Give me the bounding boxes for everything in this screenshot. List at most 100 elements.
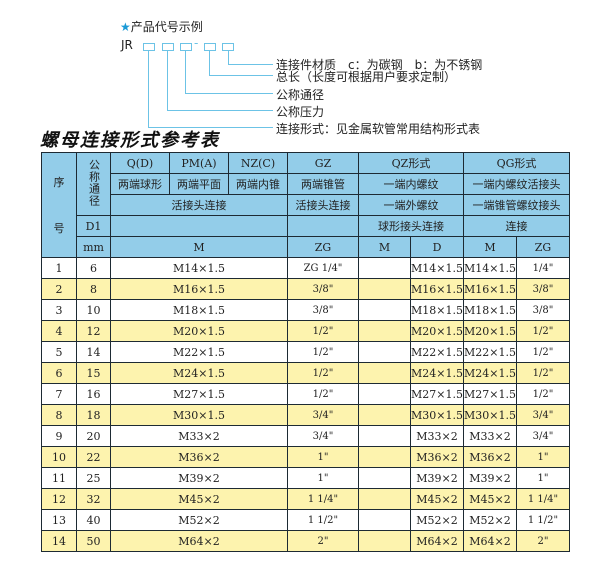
cell-qz-d: M18×1.5: [410, 299, 464, 321]
table-row: 9 20 M33×2 3/4" M33×2 M33×2 3/4": [41, 425, 570, 447]
cell-m: M52×2: [110, 509, 288, 531]
cell-qz-d: M14×1.5: [410, 257, 464, 279]
legend-item-material: 连接件材质 c：为碳钢 b：为不锈钢: [276, 58, 483, 72]
header-empty: [287, 215, 359, 237]
legend-heading: ★产品代号示例: [120, 18, 203, 35]
header-unit: ZG: [287, 236, 359, 258]
leader-line: [228, 51, 229, 64]
cell-no: 8: [41, 404, 77, 426]
legend-item-diameter: 公称通径: [276, 88, 325, 102]
header-d1: D1: [76, 215, 111, 237]
header-conn: 活接头连接: [287, 194, 359, 216]
cell-m: M24×1.5: [110, 362, 288, 384]
cell-qz-m: [358, 446, 411, 468]
cell-qg-zg: 3/4": [515, 404, 570, 426]
cell-d: 16: [76, 383, 111, 405]
leader-line: [167, 51, 168, 110]
leader-line: [185, 51, 186, 93]
header-conn: 连接: [463, 215, 570, 237]
cell-qg-m: M52×2: [463, 509, 517, 531]
cell-d: 22: [76, 446, 111, 468]
cell-qz-m: [358, 299, 411, 321]
table-row: 6 15 M24×1.5 1/2" M24×1.5 M24×1.5 1/2": [41, 362, 570, 384]
cell-qg-zg: 2": [515, 530, 570, 552]
header-type: NZ(C): [228, 152, 288, 174]
nut-connection-table: 序号 公称通径 Q(D) PM(A) NZ(C) GZ QZ形式 QG形式 两端…: [41, 152, 570, 552]
code-box-1: [143, 43, 155, 51]
cell-qz-d: M20×1.5: [410, 320, 464, 342]
leader-line: [228, 64, 273, 65]
cell-qz-m: [358, 362, 411, 384]
code-prefix: JR: [121, 38, 133, 52]
cell-qz-m: [358, 467, 411, 489]
leader-line: [148, 51, 149, 127]
cell-m: M39×2: [110, 467, 288, 489]
code-box-2: [162, 43, 174, 51]
header-desc: 两端内锥: [228, 173, 288, 195]
table-row: 11 25 M39×2 1" M39×2 M39×2 1": [41, 467, 570, 489]
header-seq: 序号: [41, 152, 77, 258]
header-type: PM(A): [169, 152, 229, 174]
header-desc: 一端内螺纹活接头: [463, 173, 570, 195]
header-conn: 球形接头连接: [358, 215, 464, 237]
table-body: 1 6 M14×1.5 ZG 1/4" M14×1.5 M14×1.5 1/4" 2 8 M16×…: [41, 257, 570, 552]
cell-qg-m: M45×2: [463, 488, 517, 510]
cell-qz-m: [358, 404, 411, 426]
code-separator: -: [194, 36, 199, 50]
header-type: Q(D): [110, 152, 170, 174]
cell-m: M45×2: [110, 488, 288, 510]
cell-qg-zg: 1/2": [515, 341, 570, 363]
header-conn: 一端锥管螺纹接头: [463, 194, 570, 216]
cell-qg-zg: 1 1/2": [515, 509, 570, 531]
cell-qz-d: M64×2: [410, 530, 464, 552]
cell-qz-d: M22×1.5: [410, 341, 464, 363]
cell-qg-m: M27×1.5: [463, 383, 517, 405]
cell-no: 9: [41, 425, 77, 447]
leader-line: [167, 110, 273, 111]
header-seq-bottom: 号: [53, 222, 65, 235]
cell-d: 15: [76, 362, 111, 384]
table-row: 1 6 M14×1.5 ZG 1/4" M14×1.5 M14×1.5 1/4": [41, 257, 570, 279]
header-type: QZ形式: [358, 152, 464, 174]
table-row: 4 12 M20×1.5 1/2" M20×1.5 M20×1.5 1/2": [41, 320, 570, 342]
cell-qz-d: M36×2: [410, 446, 464, 468]
cell-qz-d: M27×1.5: [410, 383, 464, 405]
cell-no: 11: [41, 467, 77, 489]
table-row: 8 18 M30×1.5 3/4" M30×1.5 M30×1.5 3/4": [41, 404, 570, 426]
cell-qg-m: M22×1.5: [463, 341, 517, 363]
cell-zg: 2": [287, 530, 359, 552]
cell-zg: 1/2": [287, 341, 359, 363]
header-conn: 一端外螺纹: [358, 194, 464, 216]
cell-m: M18×1.5: [110, 299, 288, 321]
cell-zg: 3/8": [287, 299, 359, 321]
cell-no: 10: [41, 446, 77, 468]
header-desc: 两端平面: [169, 173, 229, 195]
cell-d: 10: [76, 299, 111, 321]
table-row: 12 32 M45×2 1 1/4" M45×2 M45×2 1 1/4": [41, 488, 570, 510]
header-desc: 一端内螺纹: [358, 173, 464, 195]
cell-qz-d: M30×1.5: [410, 404, 464, 426]
cell-qz-m: [358, 530, 411, 552]
cell-qz-m: [358, 278, 411, 300]
legend-item-connection: 连接形式：见金属软管常用结构形式表: [276, 122, 481, 136]
legend-item-length: 总长（长度可根据用户要求定制）: [276, 70, 457, 84]
cell-qz-m: [358, 341, 411, 363]
header-unit: M: [110, 236, 288, 258]
table-row: 3 10 M18×1.5 3/8" M18×1.5 M18×1.5 3/8": [41, 299, 570, 321]
cell-no: 14: [41, 530, 77, 552]
cell-d: 20: [76, 425, 111, 447]
cell-qg-zg: 3/8": [515, 278, 570, 300]
cell-zg: 3/8": [287, 278, 359, 300]
cell-qz-m: [358, 425, 411, 447]
header-seq-top: 序: [53, 176, 65, 189]
leader-line: [148, 127, 273, 128]
cell-m: M36×2: [110, 446, 288, 468]
cell-qg-m: M33×2: [463, 425, 517, 447]
cell-qg-zg: 1/2": [515, 383, 570, 405]
legend-item-pressure: 公称压力: [276, 105, 325, 119]
cell-qg-m: M20×1.5: [463, 320, 517, 342]
table-row: 13 40 M52×2 1 1/2" M52×2 M52×2 1 1/2": [41, 509, 570, 531]
cell-qg-m: M16×1.5: [463, 278, 517, 300]
header-unit: M: [463, 236, 517, 258]
cell-zg: 1/2": [287, 383, 359, 405]
